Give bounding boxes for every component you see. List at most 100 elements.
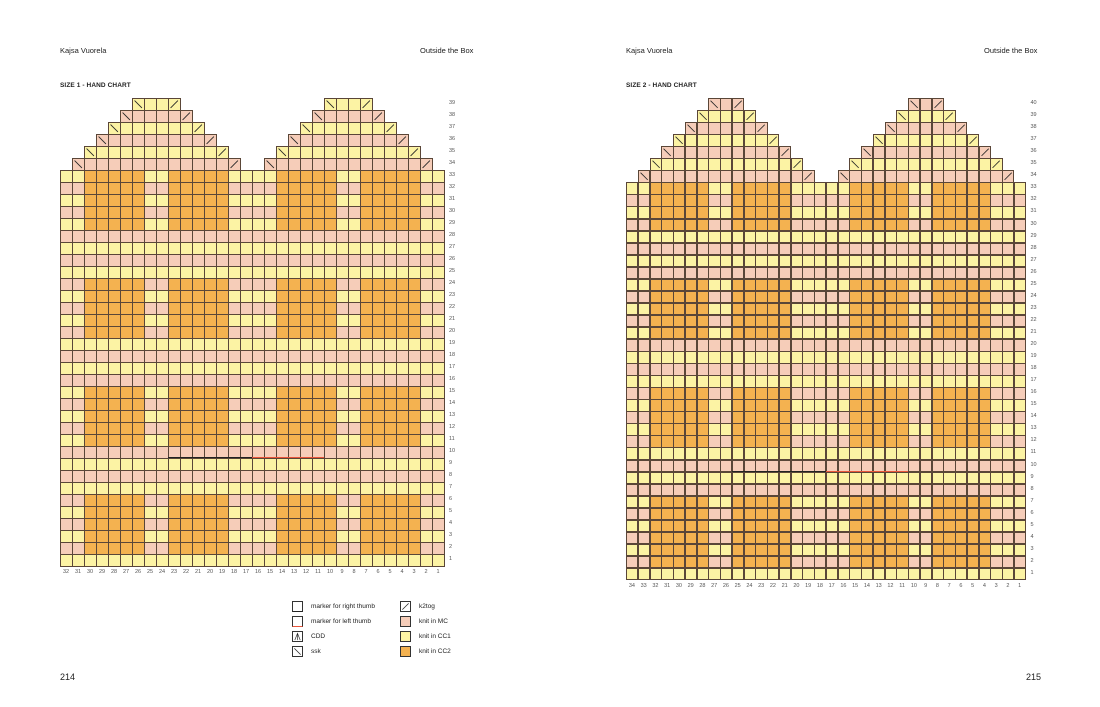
chart-cell <box>790 447 803 460</box>
chart-cell <box>348 206 361 219</box>
right-thumb-marker-swatch <box>292 600 303 612</box>
chart-cell <box>396 494 409 507</box>
row-number: 5 <box>1030 521 1034 528</box>
chart-cell <box>192 362 205 375</box>
chart-cell <box>720 495 733 509</box>
chart-cell <box>288 518 301 531</box>
chart-cell <box>336 218 349 231</box>
chart-cell <box>1013 471 1026 485</box>
ssk-cell <box>673 134 686 147</box>
chart-cell <box>288 362 301 375</box>
chart-cell <box>336 242 349 255</box>
chart-cell <box>420 362 433 375</box>
chart-cell <box>861 230 874 244</box>
chart-cell <box>849 339 862 352</box>
chart-cell <box>649 266 662 280</box>
chart-cell <box>684 134 697 147</box>
chart-cell <box>802 194 815 207</box>
chart-cell <box>384 554 397 567</box>
chart-cell <box>72 530 85 543</box>
row-number: 13 <box>1030 425 1037 432</box>
chart-cell <box>420 398 433 411</box>
chart-cell <box>849 507 862 521</box>
chart-cell <box>228 530 241 543</box>
chart-cell <box>837 471 850 485</box>
chart-cell <box>240 506 253 519</box>
chart-cell <box>312 218 325 231</box>
chart-cell <box>108 374 121 387</box>
chart-cell <box>1013 182 1026 195</box>
chart-cell <box>755 375 768 388</box>
chart-cell <box>216 254 229 267</box>
chart-cell <box>84 326 97 339</box>
column-number: 8 <box>935 583 939 589</box>
column-number: 26 <box>722 583 729 589</box>
chart-cell <box>966 206 979 219</box>
row-number: 17 <box>1030 377 1037 384</box>
chart-cell <box>216 230 229 243</box>
chart-cell <box>637 182 650 195</box>
chart-cell <box>849 375 862 388</box>
chart-cell <box>168 350 181 363</box>
k2tog-cell <box>755 122 768 135</box>
chart-cell <box>731 194 744 207</box>
chart-cell <box>802 182 815 195</box>
chart-cell <box>896 182 909 195</box>
chart-cell <box>408 254 421 267</box>
chart-cell <box>60 422 73 435</box>
chart-cell <box>966 326 979 340</box>
chart-cell <box>276 542 289 555</box>
chart-cell <box>872 158 885 171</box>
chart-cell <box>708 411 721 424</box>
chart-cell <box>348 278 361 291</box>
chart-cell <box>168 374 181 387</box>
chart-cell <box>384 302 397 315</box>
chart-cell <box>825 375 838 388</box>
chart-cell <box>312 434 325 447</box>
chart-cell <box>300 518 313 531</box>
chart-cell <box>720 399 733 412</box>
chart-cell <box>708 459 721 473</box>
chart-cell <box>312 278 325 291</box>
chart-cell <box>432 446 445 459</box>
chart-cell <box>896 218 909 232</box>
chart-cell <box>837 411 850 424</box>
chart-cell <box>300 542 313 555</box>
chart-cell <box>216 542 229 555</box>
chart-cell <box>276 506 289 519</box>
chart-cell <box>72 542 85 555</box>
k2tog-cell <box>1002 170 1015 183</box>
column-number: 22 <box>182 569 190 575</box>
row-number: 6 <box>1030 509 1034 516</box>
chart-cell <box>420 434 433 447</box>
chart-cell <box>240 374 253 387</box>
row-number: 17 <box>449 364 456 370</box>
chart-cell <box>168 242 181 255</box>
chart-cell <box>661 567 674 581</box>
chart-cell <box>192 494 205 507</box>
chart-cell <box>252 206 265 219</box>
chart-cell <box>955 507 968 521</box>
k2tog-cell <box>384 122 397 135</box>
column-number: 16 <box>254 569 262 575</box>
k2tog-cell <box>360 98 373 111</box>
chart-cell <box>96 458 109 471</box>
chart-cell <box>252 362 265 375</box>
chart-cell <box>955 519 968 533</box>
chart-cell <box>312 170 325 183</box>
chart-cell <box>324 242 337 255</box>
chart-cell <box>396 158 409 171</box>
chart-cell <box>216 278 229 291</box>
chart-cell <box>990 483 1003 497</box>
chart-cell <box>432 290 445 303</box>
chart-cell <box>252 398 265 411</box>
chart-cell <box>72 302 85 315</box>
chart-cell <box>990 567 1003 581</box>
chart-cell <box>336 146 349 159</box>
chart-cell <box>204 146 217 159</box>
legend-cc1: knit in CC1 <box>400 630 451 642</box>
chart-cell <box>168 470 181 483</box>
chart-cell <box>204 182 217 195</box>
chart-cell <box>180 122 193 135</box>
chart-cell <box>288 170 301 183</box>
